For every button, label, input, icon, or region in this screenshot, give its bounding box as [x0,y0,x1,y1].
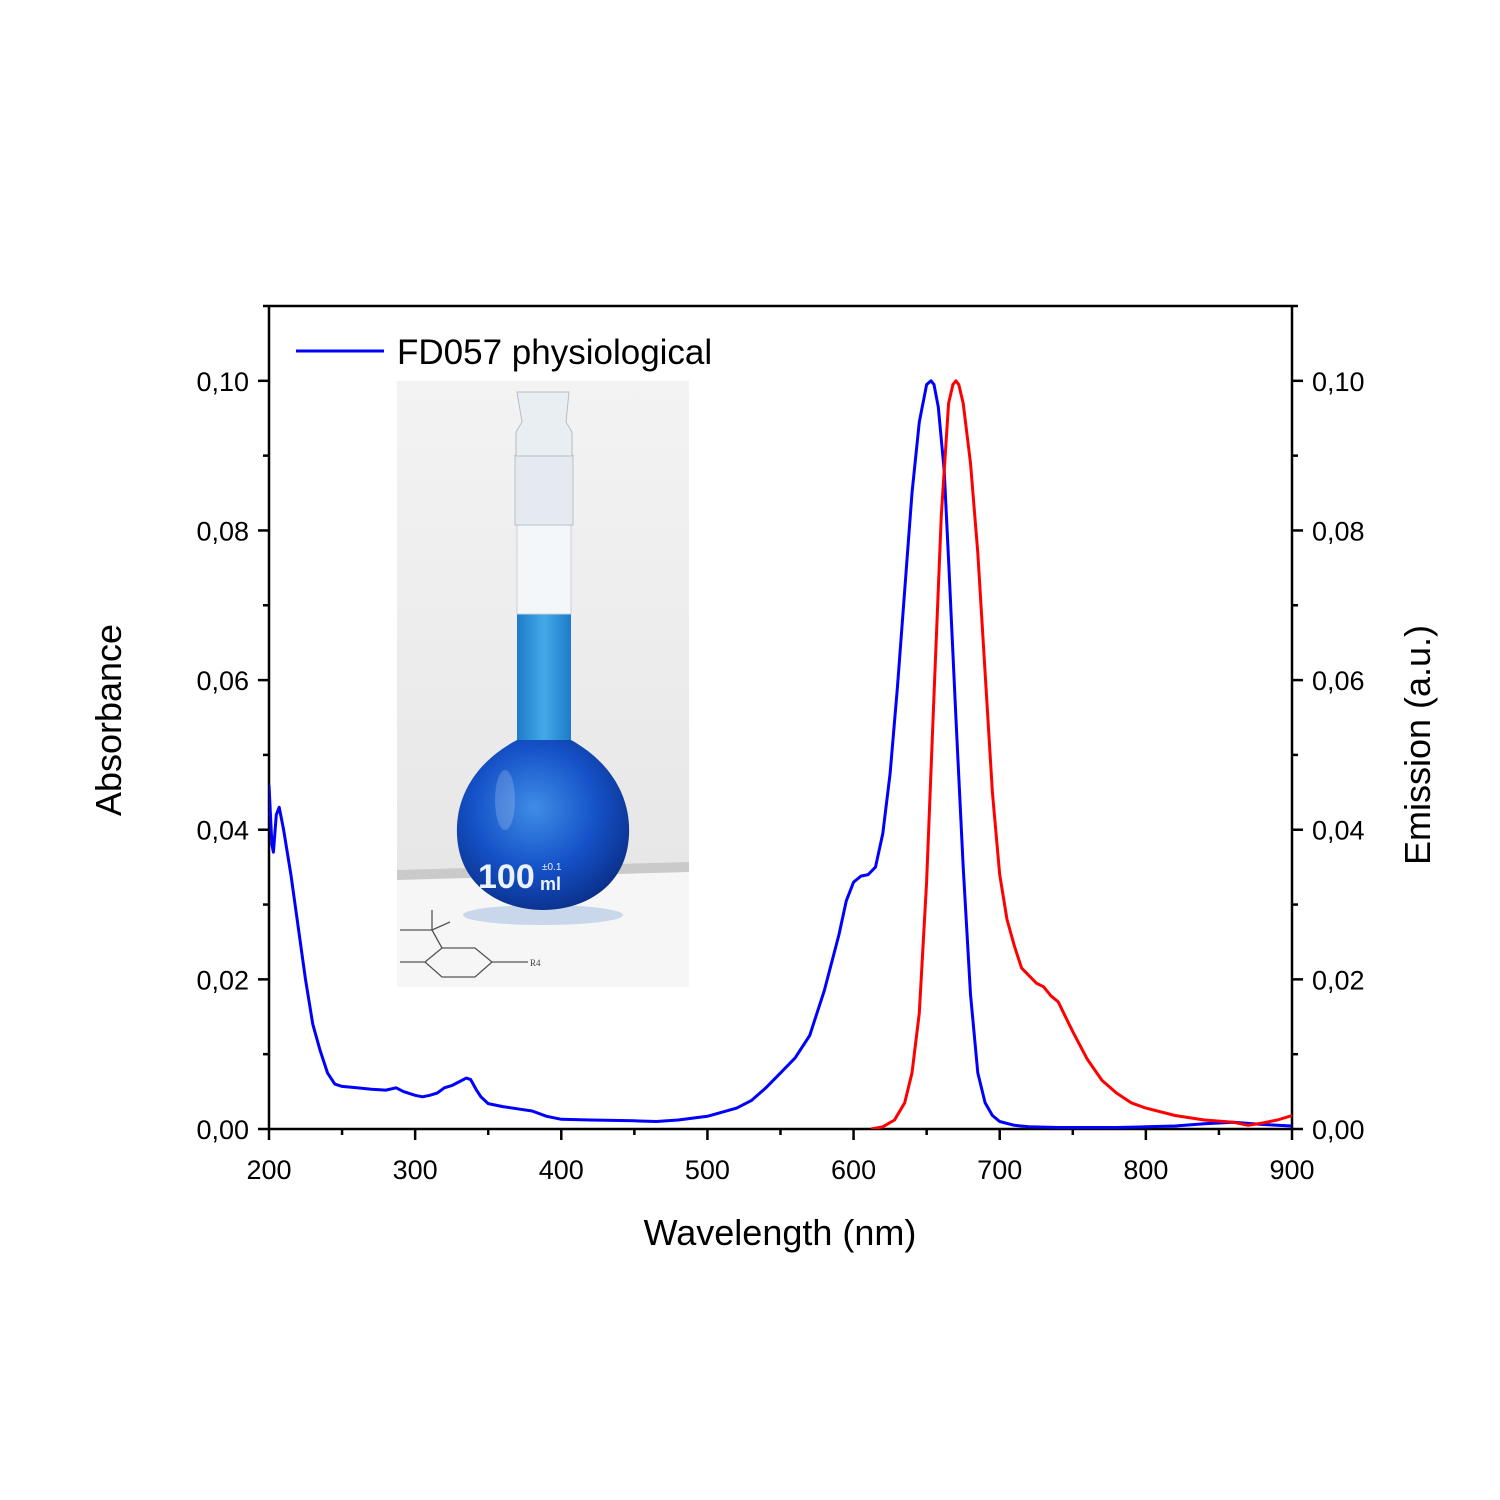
y-tick-label: 0,00 [196,1115,249,1145]
y2-tick-label: 0,00 [1312,1115,1365,1145]
flask-tolerance: ±0.1 [542,862,562,873]
x-tick-label: 900 [1269,1155,1314,1185]
x-tick-label: 600 [831,1155,876,1185]
axis-ticks [258,304,1303,1140]
flask-marking-value: 100 [478,858,535,896]
y-tick-label: 0,04 [196,816,249,846]
plot-area [269,379,1292,1129]
y-tick-label: 0,06 [196,666,249,696]
flask-marking-unit: ml [540,874,561,894]
x-tick-label: 300 [393,1155,438,1185]
y-tick-label: 0,08 [196,516,249,546]
x-axis-title: Wavelength (nm) [644,1212,917,1253]
y2-tick-labels: 0,00 0,02 0,04 0,06 0,08 0,10 [1312,367,1365,1145]
x-tick-label: 400 [539,1155,584,1185]
y2-axis-title: Emission (a.u.) [1397,625,1438,865]
x-tick-labels: 200 300 400 500 600 700 800 900 [246,1155,1314,1185]
x-tick-label: 500 [685,1155,730,1185]
chemical-structure-drawing [400,910,528,978]
y2-tick-label: 0,04 [1312,816,1365,846]
x-tick-label: 700 [977,1155,1022,1185]
structure-label: R4 [530,958,541,968]
x-tick-label: 800 [1123,1155,1168,1185]
absorbance-series-line [269,379,1292,1129]
y2-tick-label: 0,02 [1312,965,1365,995]
flask-image: 100 ml ±0.1 [456,391,630,925]
y2-tick-label: 0,10 [1312,367,1365,397]
y-axis-title: Absorbance [88,624,129,816]
x-tick-label: 200 [246,1155,291,1185]
y-tick-label: 0,02 [196,965,249,995]
photo-paper [397,872,689,987]
y2-tick-label: 0,06 [1312,666,1365,696]
legend: FD057 physiological [296,333,712,372]
y-tick-label: 0,10 [196,367,249,397]
y-tick-labels: 0,00 0,02 0,04 0,06 0,08 0,10 [196,367,249,1145]
y2-tick-label: 0,08 [1312,516,1365,546]
inset-photo: R4 100 ml ±0.1 [397,381,689,987]
emission-series-line [870,379,1292,1129]
legend-label-absorbance: FD057 physiological [397,333,712,372]
